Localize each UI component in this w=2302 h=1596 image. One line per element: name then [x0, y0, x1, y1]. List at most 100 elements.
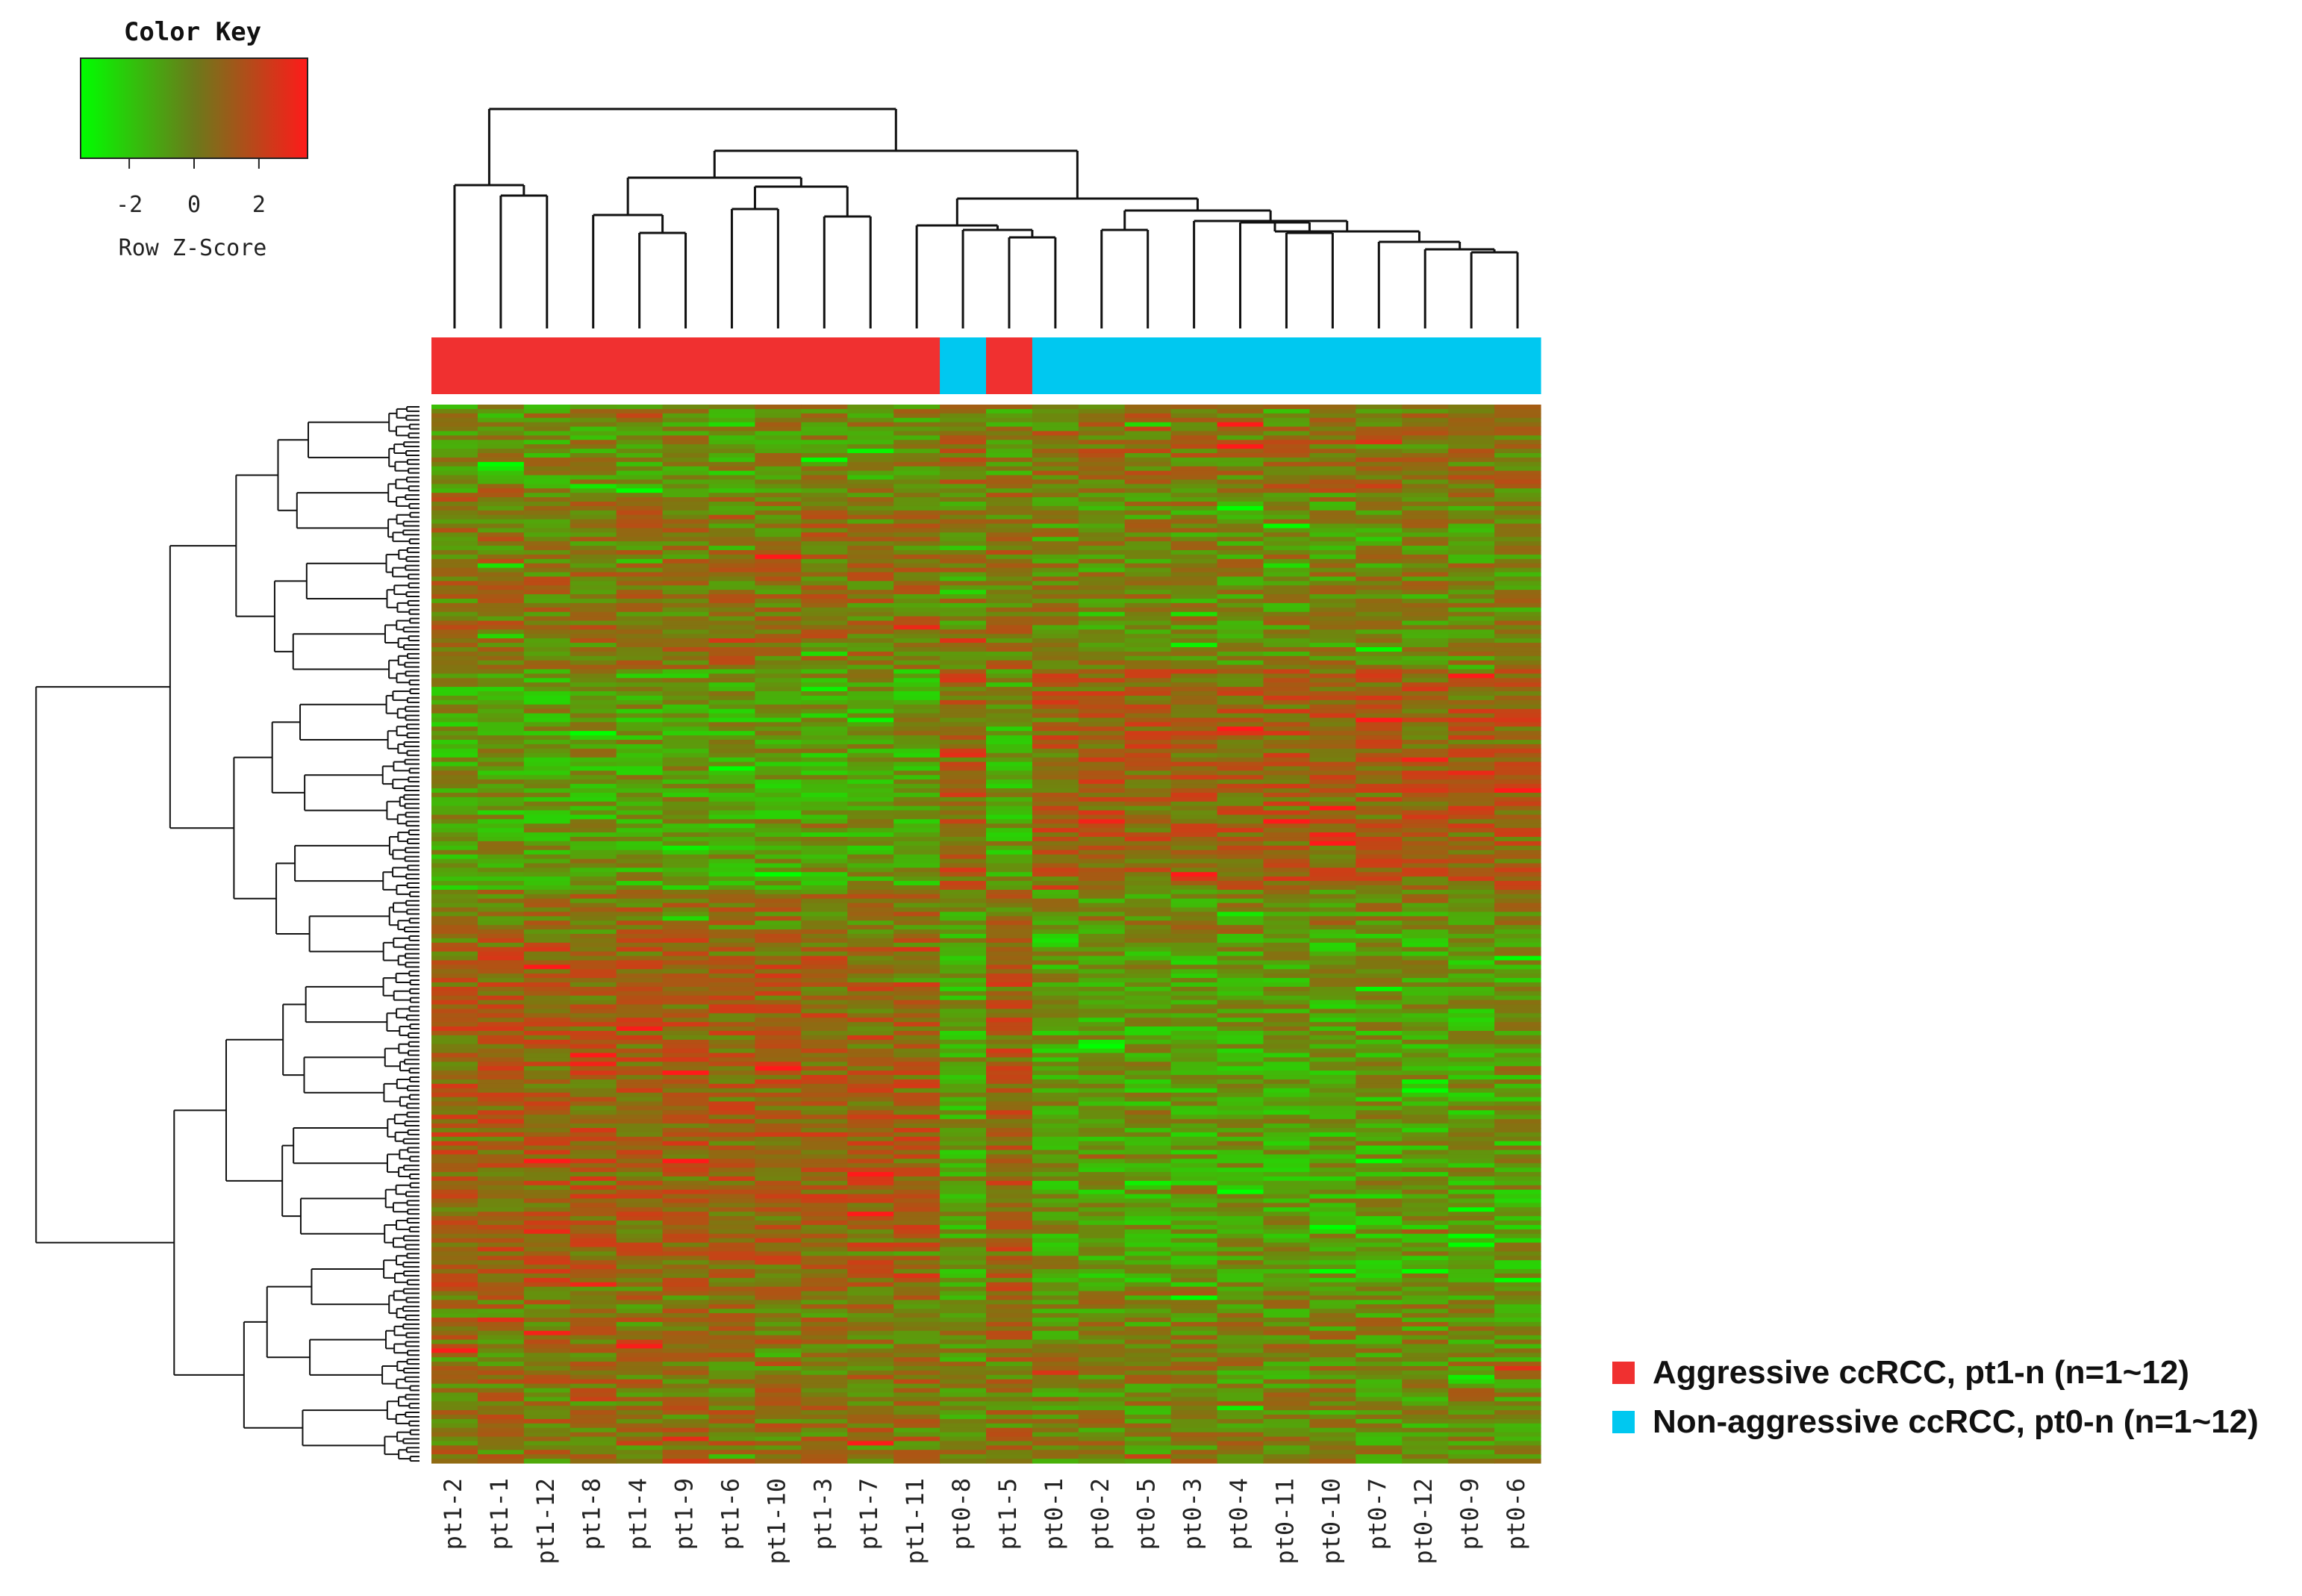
heatmap-cell — [616, 1097, 664, 1103]
heatmap-cell — [523, 643, 571, 648]
heatmap-cell — [708, 629, 756, 635]
heatmap-cell — [431, 638, 478, 643]
heatmap-cell — [477, 1141, 525, 1147]
heatmap-cell — [1402, 554, 1449, 560]
heatmap-cell — [1124, 801, 1172, 807]
heatmap-cell — [477, 475, 525, 481]
heatmap-cell — [523, 1115, 571, 1120]
heatmap-cell — [940, 528, 987, 533]
heatmap-cell — [431, 1119, 478, 1124]
heatmap-cell — [1448, 440, 1495, 445]
heatmap-cell — [1032, 537, 1079, 542]
heatmap-cell — [1078, 837, 1126, 842]
heatmap-cell — [1402, 470, 1449, 476]
heatmap-cell — [847, 1136, 894, 1142]
heatmap-cell — [570, 695, 617, 701]
heatmap-cell — [801, 863, 848, 868]
heatmap-cell — [1309, 876, 1356, 882]
heatmap-cell — [431, 1004, 478, 1010]
heatmap-cell — [847, 934, 894, 939]
heatmap-cell — [1078, 1097, 1126, 1103]
heatmap-cell — [1124, 951, 1172, 957]
heatmap-cell — [1078, 797, 1126, 802]
heatmap-cell — [662, 594, 710, 599]
heatmap-cell — [940, 797, 987, 802]
heatmap-cell — [1124, 1106, 1172, 1111]
heatmap-cell — [570, 837, 617, 842]
heatmap-cell — [1494, 805, 1541, 811]
heatmap-cell — [1124, 1035, 1172, 1041]
heatmap-cell — [1032, 858, 1079, 864]
heatmap-cell — [1402, 620, 1449, 626]
heatmap-cell — [477, 986, 525, 992]
heatmap-cell — [662, 845, 710, 851]
heatmap-cell — [1032, 1079, 1079, 1085]
heatmap-cell — [1078, 885, 1126, 891]
heatmap-cell — [801, 779, 848, 785]
heatmap-cell — [1078, 854, 1126, 860]
heatmap-cell — [893, 1159, 941, 1164]
heatmap-cell — [986, 929, 1033, 935]
heatmap-cell — [708, 1035, 756, 1041]
heatmap-cell — [1494, 823, 1541, 829]
heatmap-cell — [1356, 687, 1403, 692]
heatmap-cell — [523, 986, 571, 992]
heatmap-cell — [755, 823, 802, 829]
heatmap-cell — [431, 942, 478, 948]
heatmap-cell — [431, 797, 478, 802]
heatmap-cell — [1170, 788, 1218, 794]
heatmap-cell — [477, 1004, 525, 1010]
heatmap-cell — [847, 655, 894, 661]
heatmap-cell — [893, 541, 941, 546]
heatmap-cell — [1170, 1044, 1218, 1050]
heatmap-cell — [1263, 1000, 1311, 1006]
heatmap-cell — [1448, 607, 1495, 613]
heatmap-cell — [1032, 651, 1079, 657]
heatmap-cell — [1402, 973, 1449, 979]
heatmap-cell — [1170, 1101, 1218, 1107]
heatmap-cell — [1356, 929, 1403, 935]
heatmap-cell — [477, 717, 525, 723]
heatmap-cell — [662, 911, 710, 917]
heatmap-cell — [477, 934, 525, 939]
heatmap-cell — [755, 1168, 802, 1173]
heatmap-cell — [708, 558, 756, 564]
heatmap-cell — [523, 444, 571, 449]
heatmap-cell — [570, 585, 617, 590]
heatmap-cell — [986, 775, 1033, 780]
heatmap-cell — [940, 678, 987, 683]
heatmap-cell — [801, 854, 848, 860]
heatmap-cell — [1263, 1101, 1311, 1107]
heatmap-cell — [1402, 766, 1449, 771]
heatmap-cell — [616, 435, 664, 440]
heatmap-cell — [1494, 964, 1541, 970]
heatmap-cell — [801, 938, 848, 944]
heatmap-cell — [1448, 752, 1495, 758]
heatmap-cell — [1402, 572, 1449, 578]
heatmap-cell — [1356, 682, 1403, 688]
heatmap-cell — [1170, 740, 1218, 745]
heatmap-cell — [1078, 872, 1126, 877]
heatmap-cell — [616, 1075, 664, 1080]
heatmap-cell — [755, 1106, 802, 1111]
heatmap-cell — [708, 1075, 756, 1080]
heatmap-cell — [1402, 1017, 1449, 1023]
heatmap-cell — [523, 978, 571, 983]
heatmap-cell — [893, 929, 941, 935]
heatmap-cell — [1124, 607, 1172, 613]
heatmap-cell — [662, 867, 710, 873]
heatmap-cell — [523, 470, 571, 476]
heatmap-cell — [940, 1110, 987, 1115]
heatmap-cell — [755, 687, 802, 692]
heatmap-cell — [847, 1154, 894, 1159]
heatmap-cell — [940, 514, 987, 520]
heatmap-cell — [1032, 523, 1079, 529]
heatmap-cell — [1448, 475, 1495, 481]
heatmap-cell — [1032, 1053, 1079, 1059]
heatmap-cell — [1170, 1026, 1218, 1032]
heatmap-cell — [1356, 457, 1403, 463]
heatmap-cell — [1032, 1035, 1079, 1041]
heatmap-cell — [616, 549, 664, 555]
heatmap-cell — [1124, 1044, 1172, 1050]
heatmap-cell — [1263, 479, 1311, 484]
